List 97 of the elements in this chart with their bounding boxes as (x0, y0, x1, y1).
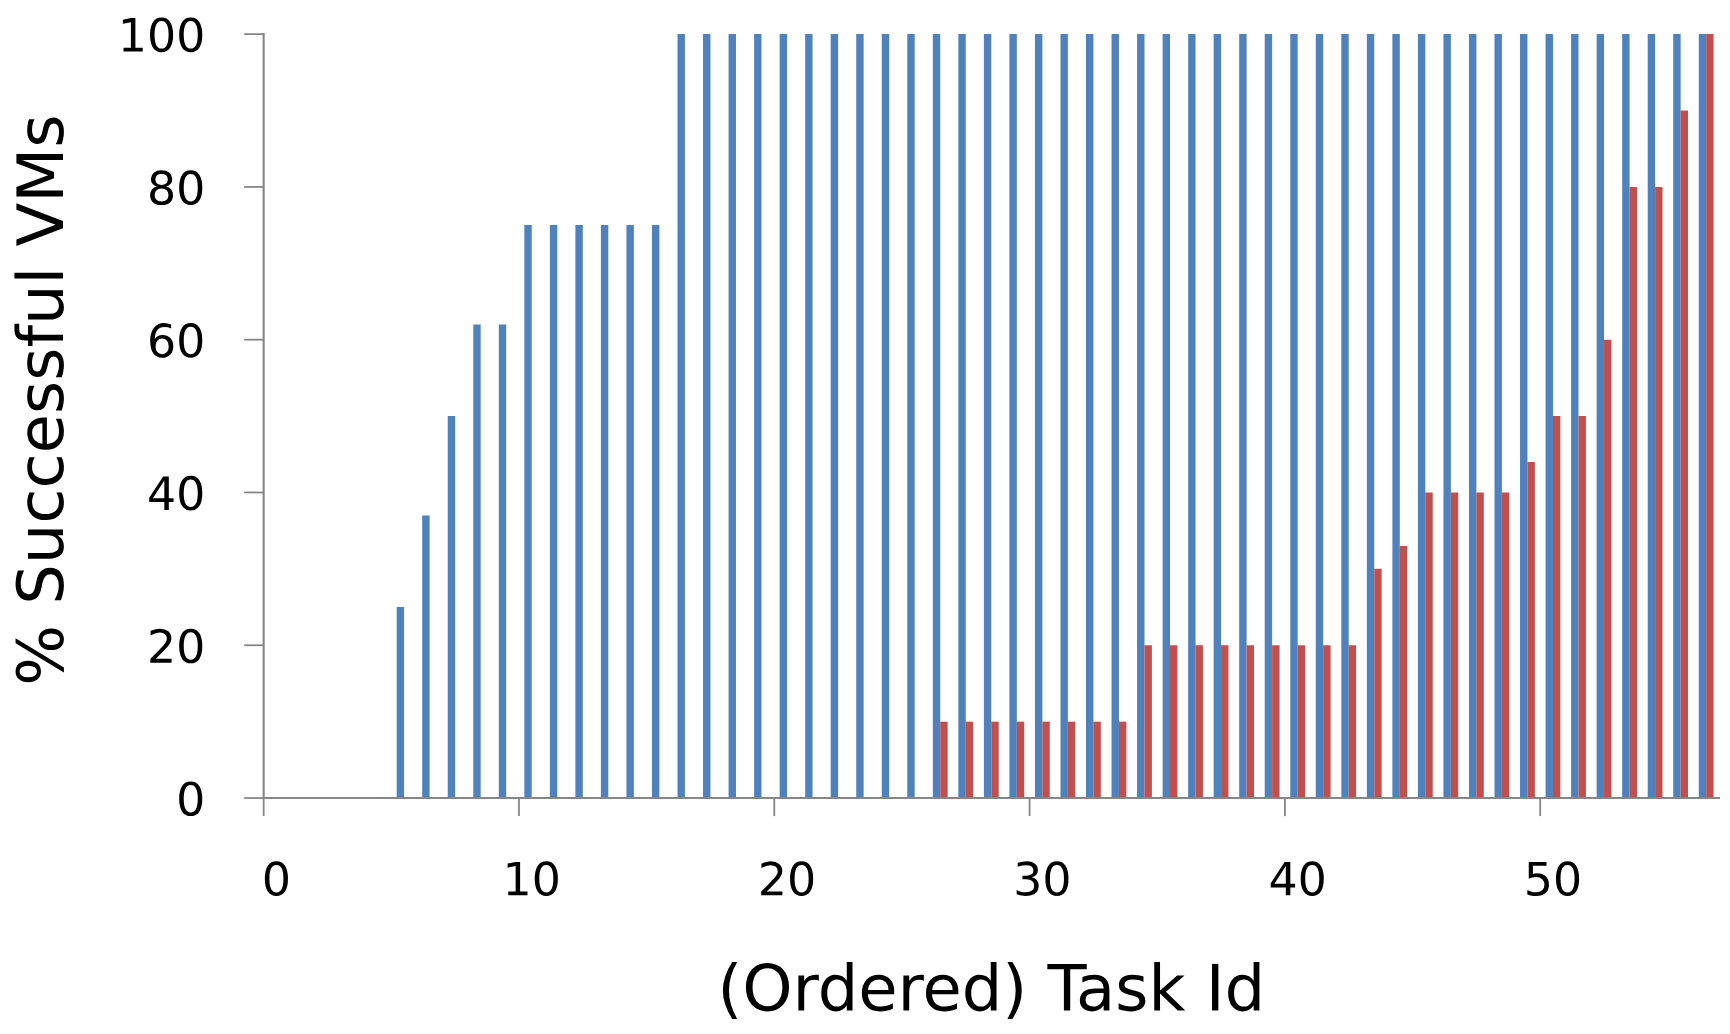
bar (1578, 416, 1586, 799)
bar (1195, 645, 1203, 799)
bar (677, 34, 685, 799)
y-tick-label: 100 (122, 17, 203, 53)
bar (1137, 34, 1145, 799)
bar (1093, 721, 1101, 799)
bar (1680, 110, 1689, 799)
bar (1520, 34, 1528, 799)
bar (1221, 645, 1229, 799)
bar (779, 34, 788, 799)
bar (1162, 34, 1171, 799)
bar (1443, 34, 1451, 799)
bar (991, 721, 999, 799)
bar (1552, 416, 1561, 799)
bar (651, 225, 660, 799)
bar (1297, 645, 1306, 799)
bar (932, 34, 941, 799)
y-tick-label: 0 (179, 781, 203, 817)
bar (1571, 34, 1579, 799)
bar (1673, 34, 1681, 799)
bar (1468, 34, 1477, 799)
bar (1239, 34, 1247, 799)
x-tick-label: 20 (761, 861, 814, 897)
bar (856, 34, 864, 799)
bar (1706, 34, 1714, 799)
bar (575, 225, 583, 799)
bar (1604, 339, 1612, 799)
bar (447, 416, 456, 799)
bar (965, 721, 974, 799)
bar (1060, 34, 1068, 799)
bar (1323, 645, 1331, 799)
x-tick-label: 40 (1270, 861, 1324, 897)
bar (754, 34, 762, 799)
bar (1144, 645, 1152, 799)
bar (1264, 34, 1273, 799)
bar (1392, 34, 1400, 799)
bar (524, 225, 532, 799)
bar (703, 34, 711, 799)
x-axis-title: (Ordered) Task Id (722, 961, 1260, 1019)
bar (1629, 186, 1637, 799)
bar (1622, 34, 1630, 799)
bar (1016, 721, 1025, 799)
bar (1647, 34, 1656, 799)
x-tick-label: 10 (507, 861, 558, 897)
x-tick-label: 0 (264, 861, 288, 897)
bar (473, 324, 481, 799)
bar (1213, 34, 1222, 799)
bar (1290, 34, 1298, 799)
bar (1399, 545, 1408, 799)
bar (1086, 34, 1094, 799)
bar (626, 225, 634, 799)
bar (1596, 34, 1605, 799)
bar (396, 607, 405, 799)
bar (498, 324, 507, 799)
bar (1450, 492, 1459, 799)
x-tick-label: 30 (1016, 861, 1069, 897)
bar (830, 34, 839, 799)
bar (1009, 34, 1017, 799)
bar (1042, 721, 1050, 799)
bar (549, 225, 558, 799)
y-axis-title: % Successful VMs (14, 117, 64, 683)
bar (1476, 492, 1484, 799)
bar (1417, 34, 1426, 799)
bar (1170, 645, 1178, 799)
bar (1034, 34, 1043, 799)
bar (1698, 34, 1707, 799)
bar (1272, 645, 1280, 799)
y-tick-label: 20 (150, 628, 203, 664)
bar (881, 34, 890, 799)
bar (1188, 34, 1196, 799)
x-tick-label: 50 (1527, 861, 1580, 897)
bar (1545, 34, 1553, 799)
bar (1341, 34, 1349, 799)
bar (1246, 645, 1255, 799)
bar (1118, 721, 1127, 799)
y-tick-label: 60 (150, 323, 203, 358)
bar (422, 515, 430, 799)
bar (1111, 34, 1119, 799)
bar (1315, 34, 1324, 799)
bar (1425, 492, 1433, 799)
bar (983, 34, 992, 799)
bar (1655, 186, 1663, 799)
bar (1527, 461, 1535, 799)
bar (1366, 34, 1375, 799)
bar (1067, 721, 1076, 799)
bar (600, 225, 609, 799)
bar (1494, 34, 1502, 799)
bar (958, 34, 966, 799)
y-tick-label: 80 (150, 170, 203, 205)
bar (907, 34, 915, 799)
bar (805, 34, 813, 799)
bar (1374, 568, 1382, 799)
y-tick-label: 40 (149, 475, 203, 511)
bar (1501, 492, 1510, 799)
bar (728, 34, 736, 799)
bar (1348, 645, 1357, 799)
bar (940, 721, 948, 799)
